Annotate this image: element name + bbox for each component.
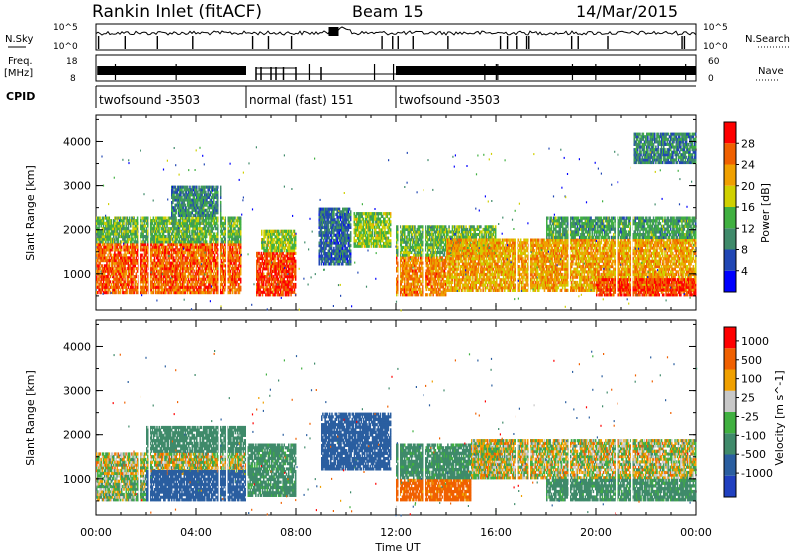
y-tick-label: 2000 xyxy=(63,224,91,237)
power-colorbar: 28 24 20 16 12 8 4 xyxy=(723,121,755,293)
power-heatmap xyxy=(96,116,697,312)
nsearch-tick-bottom: 10^0 xyxy=(703,42,728,52)
power-colorbar-label: Power [dB] xyxy=(759,183,772,243)
cpid-segment-label: twofsound -3503 xyxy=(399,93,500,107)
time-axis: 00:00 04:00 08:00 12:00 16:00 20:00 00:00 xyxy=(80,526,712,539)
colorbar-tick-label: 1000 xyxy=(741,335,769,348)
power-axes: 1000 2000 3000 4000 xyxy=(63,115,697,310)
nsky-label: N.Sky xyxy=(5,34,33,45)
station-title: Rankin Inlet (fitACF) xyxy=(92,2,262,22)
nsky-tick-top: 10^5 xyxy=(53,23,78,33)
nsky-strip-frame xyxy=(95,23,697,51)
colorbar-tick-label: 20 xyxy=(741,180,755,193)
power-y-axis-label: Slant Range [km] xyxy=(24,165,37,261)
y-tick-label: 3000 xyxy=(63,180,91,193)
x-tick-label: 12:00 xyxy=(380,526,412,539)
nave-tick-top: 60 xyxy=(708,57,720,67)
x-tick-label: 00:00 xyxy=(80,526,112,539)
freq-trace xyxy=(97,64,696,80)
nave-tick-bottom: 0 xyxy=(708,74,714,84)
colorbar-tick-label: -100 xyxy=(741,429,766,442)
y-tick-label: 2000 xyxy=(63,429,91,442)
y-tick-label: 3000 xyxy=(63,385,91,398)
velocity-y-axis-label: Slant Range [km] xyxy=(24,370,37,466)
x-tick-label: 00:00 xyxy=(680,526,712,539)
y-tick-label: 4000 xyxy=(63,340,91,353)
nsearch-tick-top: 10^5 xyxy=(703,23,728,33)
colorbar-tick-label: -500 xyxy=(741,448,766,461)
nsearch-label: N.Search xyxy=(745,34,790,45)
colorbar-tick-label: 24 xyxy=(741,159,755,172)
date-title: 14/Mar/2015 xyxy=(576,2,678,21)
y-tick-label: 1000 xyxy=(63,268,91,281)
nave-label: Nave xyxy=(758,66,784,77)
freq-tick-top: 18 xyxy=(66,57,78,67)
colorbar-tick-label: 28 xyxy=(741,137,755,150)
y-tick-label: 1000 xyxy=(63,473,91,486)
cpid-segment-label: twofsound -3503 xyxy=(99,93,200,107)
colorbar-tick-label: 12 xyxy=(741,222,755,235)
x-tick-label: 16:00 xyxy=(480,526,512,539)
colorbar-tick-label: -1000 xyxy=(741,467,773,480)
cpid-segment-label: normal (fast) 151 xyxy=(249,93,353,107)
nsky-tick-bottom: 10^0 xyxy=(53,42,78,52)
cpid-strip: twofsound -3503 normal (fast) 151 twofsoun… xyxy=(95,86,500,108)
velocity-heatmap xyxy=(96,321,698,517)
colorbar-tick-label: 25 xyxy=(741,392,755,405)
velocity-axes: 1000 2000 3000 4000 xyxy=(63,320,697,515)
x-tick-label: 04:00 xyxy=(180,526,212,539)
x-tick-label: 08:00 xyxy=(280,526,312,539)
nsky-trace xyxy=(95,26,697,49)
colorbar-tick-label: -25 xyxy=(741,410,759,423)
colorbar-tick-label: 16 xyxy=(741,201,755,214)
cpid-label: CPID xyxy=(6,90,35,103)
freq-tick-bottom: 8 xyxy=(70,74,76,84)
freq-unit: [MHz] xyxy=(4,68,33,79)
colorbar-tick-label: 100 xyxy=(741,373,762,386)
time-axis-label: Time UT xyxy=(374,541,420,554)
colorbar-tick-label: 500 xyxy=(741,354,762,367)
colorbar-tick-label: 4 xyxy=(741,265,748,278)
colorbar-tick-label: 8 xyxy=(741,244,748,257)
velocity-colorbar: 1000 500 100 25 -25 -100 -500 -1000 xyxy=(723,326,773,498)
x-tick-label: 20:00 xyxy=(580,526,612,539)
velocity-colorbar-label: Velocity [m s^-1] xyxy=(773,370,786,465)
y-tick-label: 4000 xyxy=(63,135,91,148)
freq-label: Freq. xyxy=(8,56,33,67)
beam-title: Beam 15 xyxy=(352,2,424,21)
